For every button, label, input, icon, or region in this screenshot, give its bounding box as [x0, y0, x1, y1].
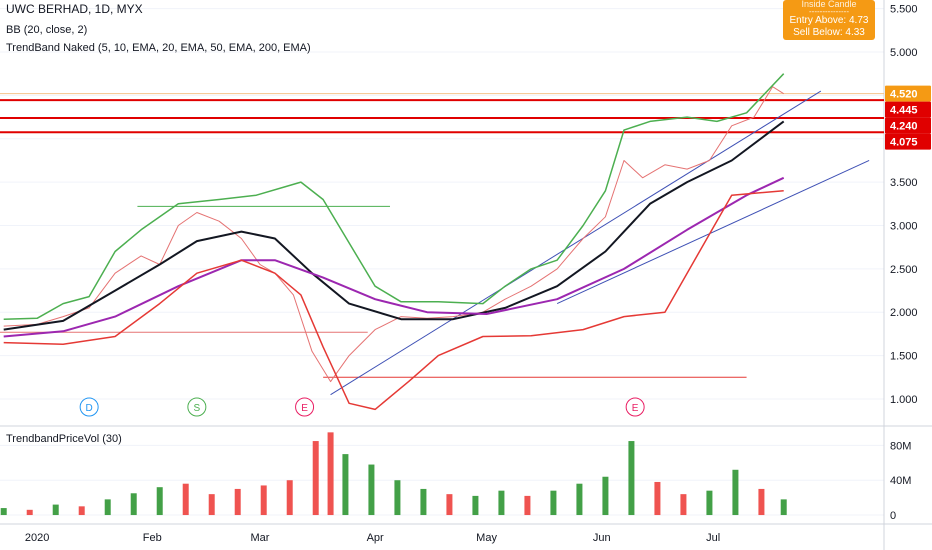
volume-bar — [130, 493, 137, 516]
volume-tick-label: 80M — [890, 440, 911, 452]
volume-bar — [208, 494, 215, 516]
time-tick-label: Mar — [251, 532, 270, 544]
time-tick-label: Jun — [593, 532, 611, 544]
price-tag-box — [885, 101, 931, 118]
volume-bar — [234, 488, 241, 516]
event-marker — [295, 397, 315, 417]
event-marker-letter: S — [194, 403, 201, 414]
bb-legend[interactable]: BB (20, close, 2) — [6, 24, 88, 36]
volume-bar — [156, 487, 163, 516]
trend-line-2 — [556, 160, 870, 305]
volume-legend[interactable]: TrendbandPriceVol (30) — [6, 433, 122, 445]
volume-bars — [0, 432, 787, 516]
inside-candle-tooltip: Inside Candle --------------- Entry Abov… — [783, 0, 875, 40]
trendband-legend[interactable]: TrendBand Naked (5, 10, EMA, 20, EMA, 50… — [6, 42, 311, 54]
series-close — [3, 86, 784, 383]
price-tag-label: 4.445 — [890, 105, 918, 117]
volume-bar — [182, 483, 189, 516]
volume-tick-label: 0 — [890, 510, 896, 522]
price-tags: 4.520 4.445 4.240 4.075 — [885, 85, 931, 150]
event-marker — [79, 397, 99, 417]
price-tick-label: 1.000 — [890, 394, 918, 406]
tooltip-header: Inside Candle — [801, 0, 857, 9]
volume-bar — [680, 494, 687, 516]
price-tick-label: 5.500 — [890, 4, 918, 16]
series-bb — [3, 73, 785, 320]
volume-bar — [602, 476, 609, 516]
tooltip-entry: Entry Above: 4.73 — [789, 15, 869, 26]
volume-bar — [472, 495, 479, 516]
price-tag-label: 4.520 — [890, 89, 918, 101]
series-ema-50 — [3, 176, 785, 338]
event-marker-letter: E — [301, 403, 308, 414]
price-tick-label: 3.500 — [890, 177, 918, 189]
time-tick-label: 2020 — [25, 532, 49, 544]
volume-bar — [327, 432, 334, 516]
volume-bar — [420, 488, 427, 516]
series-ema-200 — [3, 190, 784, 411]
price-tag-box — [885, 85, 931, 102]
volume-bar — [524, 495, 531, 516]
volume-bar — [26, 509, 33, 516]
volume-bar — [368, 464, 375, 516]
volume-bar — [0, 508, 7, 516]
event-marker — [625, 397, 645, 417]
time-axis[interactable]: 2020 Feb Mar Apr May Jun Jul — [25, 532, 720, 544]
price-tick-label: 5.000 — [890, 47, 918, 59]
price-tick-label: 2.000 — [890, 307, 918, 319]
event-marker-letter: E — [632, 403, 639, 414]
volume-bar — [286, 480, 293, 516]
volume-bar — [312, 441, 319, 516]
time-tick-label: May — [476, 532, 497, 544]
volume-bar — [628, 441, 635, 516]
time-tick-label: Jul — [706, 532, 720, 544]
volume-bar — [654, 481, 661, 516]
volume-bar — [758, 488, 765, 516]
price-tag-label: 4.075 — [890, 137, 918, 149]
price-tag-box — [885, 117, 931, 134]
tooltip-sell: Sell Below: 4.33 — [793, 27, 865, 38]
event-marker — [187, 397, 207, 417]
volume-bar — [394, 480, 401, 516]
level-lines — [0, 90, 884, 396]
volume-bar — [260, 485, 267, 516]
symbol-title[interactable]: UWC BERHAD, 1D, MYX — [6, 2, 143, 16]
volume-tick-label: 40M — [890, 475, 911, 487]
volume-axis[interactable]: 0 40M 80M — [890, 440, 911, 522]
event-marker-letter: D — [86, 403, 93, 414]
trend-line — [330, 90, 822, 396]
volume-bar — [104, 499, 111, 516]
volume-bar — [52, 504, 59, 516]
volume-bar — [576, 483, 583, 516]
price-tick-label: 1.500 — [890, 351, 918, 363]
price-tag-box — [885, 133, 931, 150]
tooltip-divider: --------------- — [809, 7, 849, 16]
price-tick-label: 3.000 — [890, 221, 918, 233]
time-tick-label: Feb — [143, 532, 162, 544]
volume-bar — [78, 506, 85, 516]
price-series — [3, 73, 785, 411]
volume-bar — [550, 490, 557, 516]
volume-bar — [732, 469, 739, 516]
volume-bar — [706, 490, 713, 516]
time-tick-label: Apr — [367, 532, 384, 544]
volume-bar — [780, 499, 787, 516]
volume-bar — [446, 494, 453, 516]
price-tag-label: 4.240 — [890, 121, 918, 133]
volume-bar — [342, 454, 349, 516]
volume-bar — [498, 490, 505, 516]
series-ema-20 — [3, 120, 785, 331]
price-tick-label: 2.500 — [890, 264, 918, 276]
